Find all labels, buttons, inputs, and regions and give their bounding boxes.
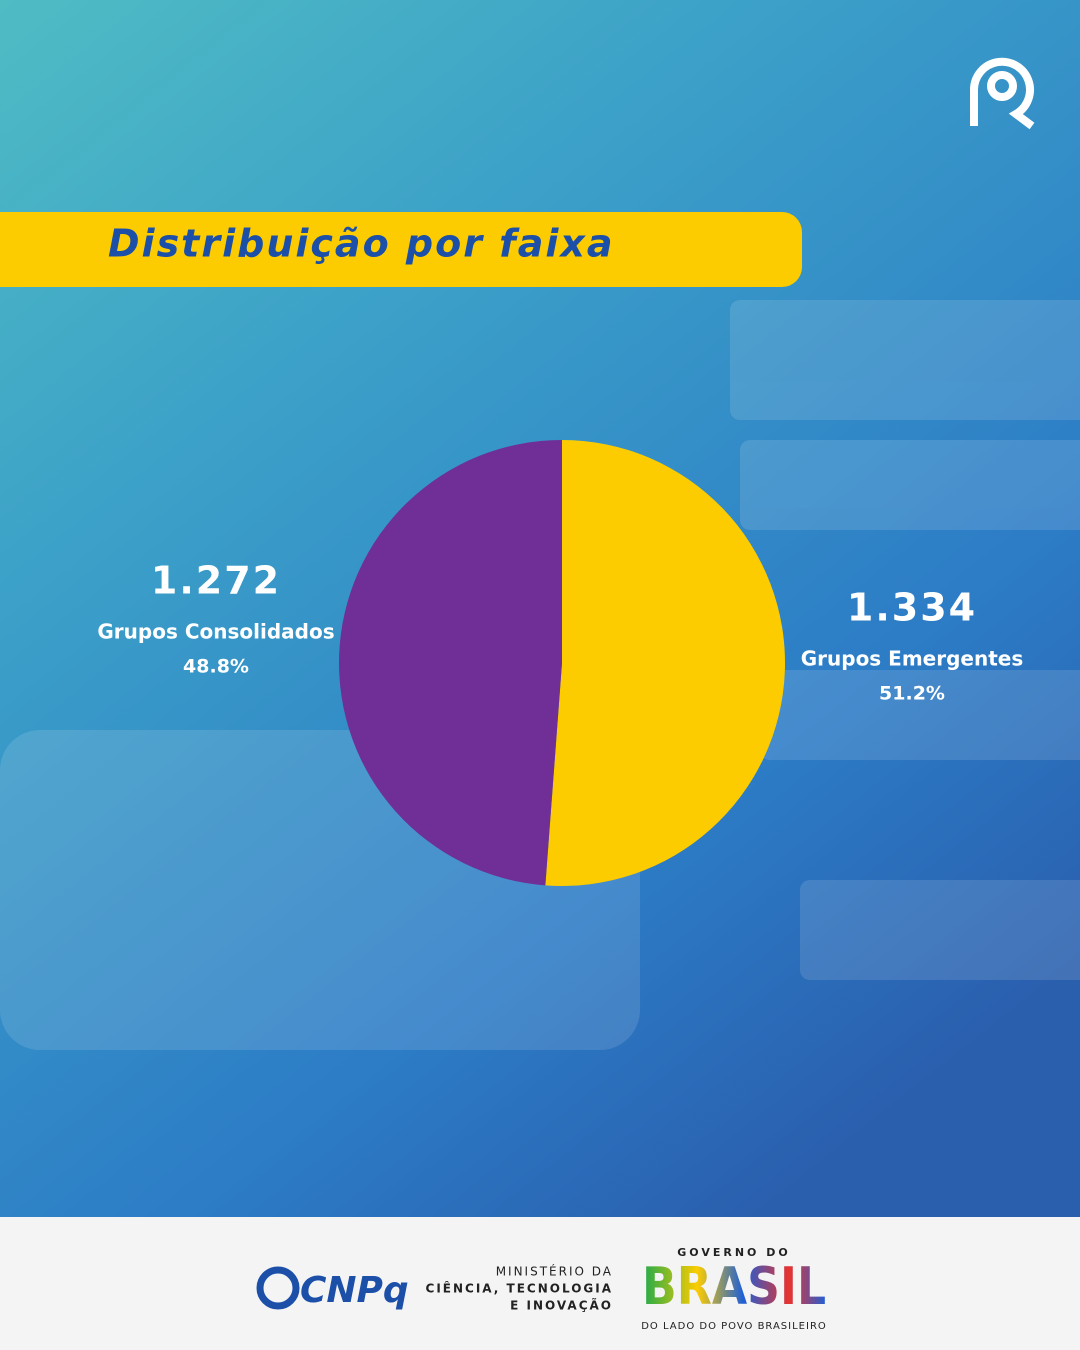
cnpq-logo: CNPq bbox=[300, 1270, 409, 1311]
logo-icon bbox=[969, 57, 1035, 130]
title-bar bbox=[0, 212, 802, 287]
government-name: BRASIL bbox=[642, 1257, 826, 1317]
ministry-line: MINISTÉRIO DA bbox=[496, 1264, 613, 1279]
footer-bar bbox=[0, 1217, 1080, 1350]
government-slogan: DO LADO DO POVO BRASILEIRO bbox=[641, 1321, 827, 1332]
pie-slice bbox=[545, 440, 785, 886]
ministry-line: CIÊNCIA, TECNOLOGIA bbox=[426, 1281, 613, 1296]
value-label: 1.272 bbox=[151, 559, 281, 603]
chart-title: Distribuição por faixa bbox=[108, 222, 615, 266]
percent-label: 48.8% bbox=[183, 656, 249, 678]
pie-slice bbox=[338, 440, 562, 886]
ministry-line: E INOVAÇÃO bbox=[510, 1298, 613, 1313]
category-label: Grupos Consolidados bbox=[97, 620, 334, 644]
value-label: 1.334 bbox=[847, 586, 977, 630]
government-top: GOVERNO DO bbox=[677, 1246, 790, 1259]
percent-label: 51.2% bbox=[879, 683, 945, 705]
category-label: Grupos Emergentes bbox=[801, 647, 1024, 671]
cnpq-icon bbox=[256, 1266, 300, 1310]
